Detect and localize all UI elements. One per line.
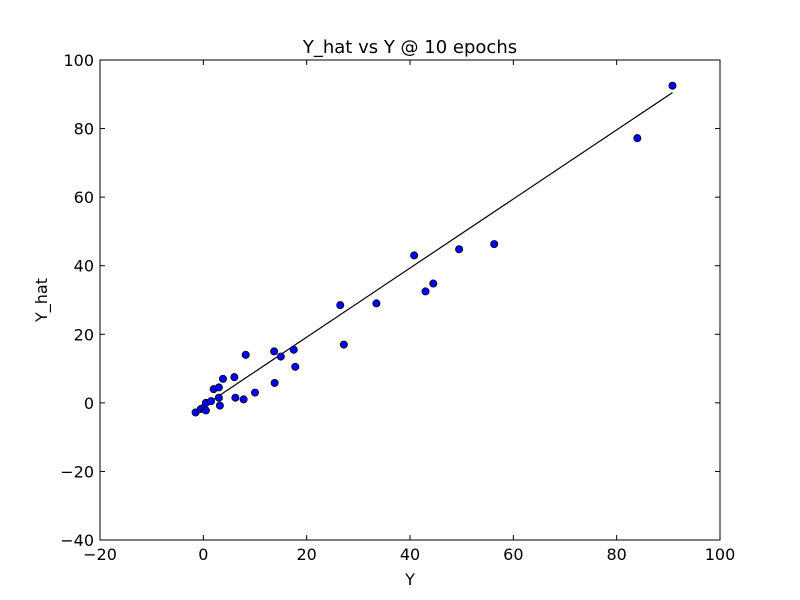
data-point	[201, 406, 210, 415]
fit-line-group	[195, 92, 673, 412]
data-point	[207, 397, 216, 406]
y-tick-label: 20	[74, 325, 94, 344]
data-point	[218, 374, 227, 383]
data-point	[289, 345, 298, 354]
data-point	[429, 279, 438, 288]
data-point	[214, 393, 223, 402]
chart-title: Y_hat vs Y @ 10 epochs	[302, 37, 517, 58]
data-point	[239, 395, 248, 404]
y-tick-label: −20	[60, 462, 94, 481]
fit-line	[195, 92, 673, 412]
data-point	[421, 287, 430, 296]
data-point	[291, 362, 300, 371]
data-point	[336, 301, 345, 310]
data-point	[339, 340, 348, 349]
data-point	[410, 251, 419, 260]
y-tick-label: 0	[84, 394, 94, 413]
scatter-points	[191, 81, 677, 417]
x-tick-label: 40	[400, 545, 420, 564]
data-point	[270, 347, 279, 356]
data-point	[250, 388, 259, 397]
data-point	[214, 383, 223, 392]
data-point	[372, 299, 381, 308]
y-axis-label: Y_hat	[32, 278, 52, 323]
data-point	[241, 350, 250, 359]
data-point	[633, 134, 642, 143]
x-tick-label: 80	[606, 545, 626, 564]
data-point	[455, 245, 464, 254]
x-axis-label: Y	[404, 570, 415, 589]
data-point	[215, 401, 224, 410]
data-point	[230, 373, 239, 382]
y-tick-label: 100	[63, 51, 94, 70]
data-point	[276, 352, 285, 361]
x-tick-label: 60	[503, 545, 523, 564]
y-tick-label: 80	[74, 120, 94, 139]
data-point	[668, 81, 677, 90]
data-point	[270, 378, 279, 387]
data-point	[490, 240, 499, 249]
data-point	[231, 393, 240, 402]
y-tick-label: 40	[74, 257, 94, 276]
x-tick-label: −20	[83, 545, 117, 564]
x-tick-label: 0	[198, 545, 208, 564]
y-tick-label: −40	[60, 531, 94, 550]
x-tick-label: 100	[705, 545, 736, 564]
y-tick-label: 60	[74, 188, 94, 207]
plot-area	[99, 59, 721, 541]
x-tick-label: 20	[296, 545, 316, 564]
